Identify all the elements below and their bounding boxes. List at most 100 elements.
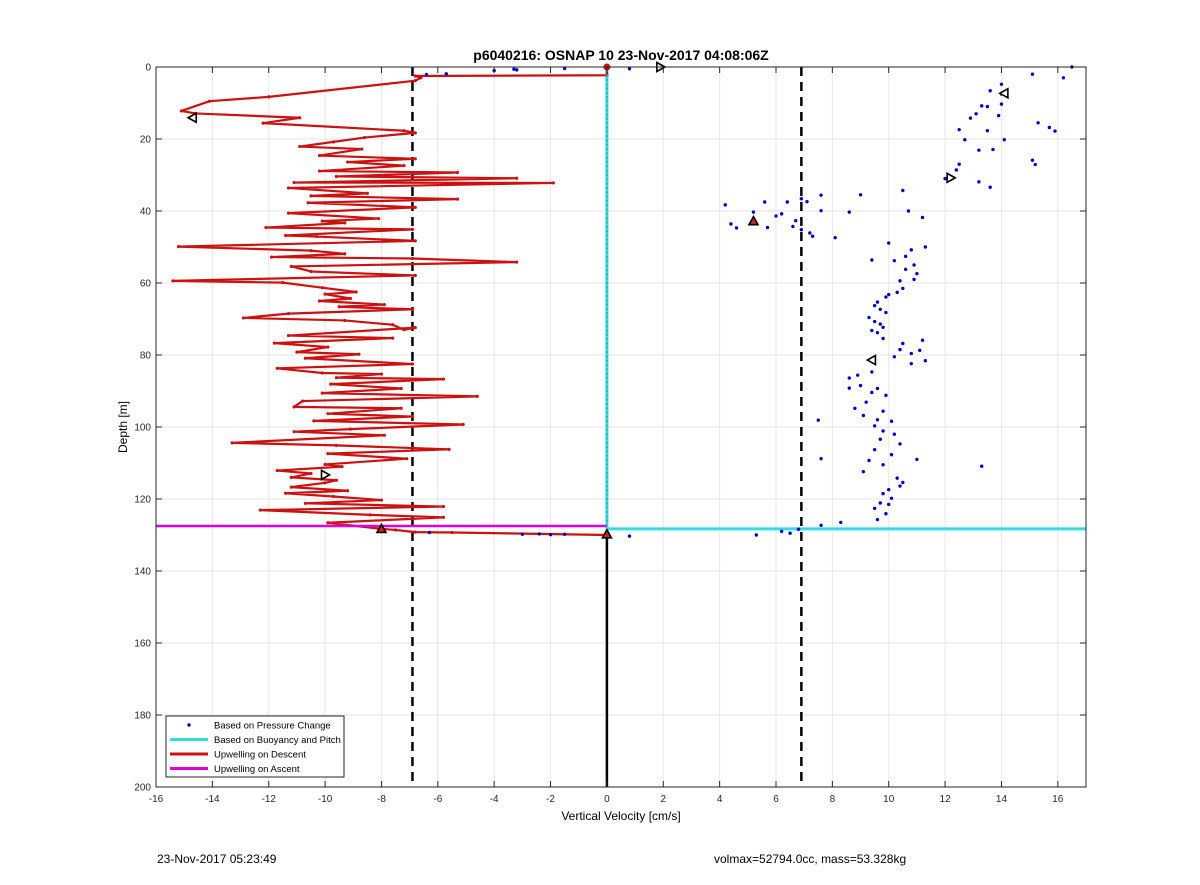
buoyancy-point bbox=[605, 368, 609, 371]
buoyancy-point bbox=[605, 320, 609, 324]
descent-point bbox=[402, 328, 406, 332]
triangle-up-marker bbox=[375, 522, 388, 534]
buoyancy-point bbox=[605, 333, 609, 337]
descent-point bbox=[326, 452, 330, 456]
pressure-change-point bbox=[847, 376, 851, 380]
pressure-change-point bbox=[833, 235, 837, 240]
y-tick-label: 160 bbox=[134, 639, 151, 650]
descent-point bbox=[207, 99, 212, 103]
descent-point bbox=[413, 530, 417, 534]
buoyancy-point bbox=[605, 277, 609, 280]
descent-point bbox=[402, 129, 406, 133]
pressure-change-point bbox=[889, 496, 894, 500]
y-tick-label: 80 bbox=[140, 351, 152, 362]
buoyancy-point bbox=[605, 221, 609, 224]
triangle-right-marker bbox=[946, 172, 957, 184]
buoyancy-point bbox=[605, 139, 609, 142]
descent-point bbox=[379, 372, 384, 376]
buoyancy-point bbox=[605, 165, 609, 168]
buoyancy-point bbox=[605, 268, 609, 272]
descent-point bbox=[365, 191, 369, 195]
descent-point bbox=[340, 465, 344, 469]
pressure-change-point bbox=[999, 102, 1004, 106]
buoyancy-point bbox=[605, 264, 609, 267]
pressure-change-point bbox=[977, 148, 981, 152]
pressure-change-point bbox=[895, 476, 899, 480]
descent-point bbox=[410, 362, 415, 366]
x-tick-label: 12 bbox=[940, 794, 952, 805]
pressure-change-point bbox=[872, 319, 877, 324]
x-axis-label: Vertical Velocity [cm/s] bbox=[561, 809, 680, 823]
pressure-change-point bbox=[1053, 129, 1057, 133]
descent-point bbox=[309, 249, 313, 253]
y-axis-ticks: 0 20 40 60 80 100 120 140 160 180 200 bbox=[134, 63, 1086, 794]
pressure-change-point bbox=[887, 487, 891, 492]
triangle-left-marker bbox=[186, 111, 198, 124]
y-tick-label: 180 bbox=[134, 711, 151, 722]
pressure-change-point bbox=[799, 228, 804, 232]
descent-point bbox=[272, 341, 276, 345]
descent-point bbox=[551, 181, 555, 185]
descent-point bbox=[303, 501, 307, 505]
descent-point bbox=[312, 419, 316, 423]
pressure-change-point bbox=[985, 104, 990, 109]
descent-point bbox=[298, 144, 302, 149]
buoyancy-point bbox=[605, 208, 609, 211]
pressure-change-point bbox=[878, 322, 882, 326]
buoyancy-point bbox=[605, 91, 609, 95]
x-tick-label: -12 bbox=[262, 794, 277, 805]
pressure-change-point bbox=[909, 248, 913, 252]
buoyancy-point bbox=[605, 143, 609, 146]
pressure-change-point bbox=[892, 432, 897, 436]
buoyancy-point bbox=[605, 480, 609, 483]
pressure-change-point bbox=[881, 336, 885, 341]
pressure-change-point bbox=[898, 279, 902, 283]
pressure-change-point bbox=[909, 351, 913, 356]
descent-point bbox=[317, 153, 322, 158]
x-tick-label: -14 bbox=[205, 794, 220, 805]
descent-point bbox=[306, 201, 310, 205]
chart-title: p6040216: OSNAP 10 23-Nov-2017 04:08:06Z bbox=[473, 47, 769, 63]
buoyancy-point bbox=[605, 316, 609, 319]
buoyancy-point bbox=[605, 450, 609, 453]
pressure-change-point bbox=[968, 116, 973, 120]
pressure-change-point bbox=[537, 532, 541, 536]
pressure-change-point bbox=[957, 162, 961, 166]
buoyancy-point bbox=[605, 134, 609, 138]
buoyancy-point bbox=[605, 109, 609, 112]
pressure-change-point bbox=[918, 348, 922, 353]
legend-label: Upwelling on Descent bbox=[214, 750, 306, 761]
buoyancy-point bbox=[605, 337, 609, 341]
descent-point bbox=[337, 305, 341, 309]
buoyancy-point bbox=[605, 454, 609, 457]
buoyancy-point bbox=[605, 130, 609, 133]
descent-point bbox=[360, 147, 364, 151]
buoyancy-point bbox=[605, 199, 609, 203]
descent-point bbox=[264, 225, 268, 230]
pressure-change-point bbox=[1030, 158, 1035, 162]
descent-point bbox=[413, 273, 417, 278]
pressure-change-point bbox=[1002, 138, 1006, 142]
descent-point bbox=[441, 377, 446, 381]
buoyancy-point bbox=[605, 195, 609, 198]
buoyancy-point bbox=[605, 415, 609, 419]
descent-point bbox=[329, 382, 333, 386]
pressure-change-point bbox=[872, 506, 877, 511]
pressure-change-point bbox=[870, 390, 874, 395]
pressure-change-point bbox=[898, 347, 902, 352]
descent-point bbox=[475, 394, 479, 398]
pressure-change-point bbox=[954, 168, 959, 172]
descent-point bbox=[391, 336, 395, 340]
descent-point bbox=[326, 521, 330, 525]
descent-point bbox=[176, 245, 181, 249]
y-tick-label: 100 bbox=[134, 423, 151, 434]
descent-point bbox=[362, 135, 367, 140]
pressure-change-point bbox=[878, 437, 882, 441]
descent-point bbox=[286, 333, 291, 338]
pressure-change-point bbox=[424, 72, 429, 77]
descent-point bbox=[357, 352, 361, 356]
pressure-change-point bbox=[898, 442, 902, 446]
pressure-change-point bbox=[884, 295, 888, 299]
x-tick-label: 14 bbox=[996, 794, 1008, 805]
pressure-change-point bbox=[875, 418, 880, 422]
